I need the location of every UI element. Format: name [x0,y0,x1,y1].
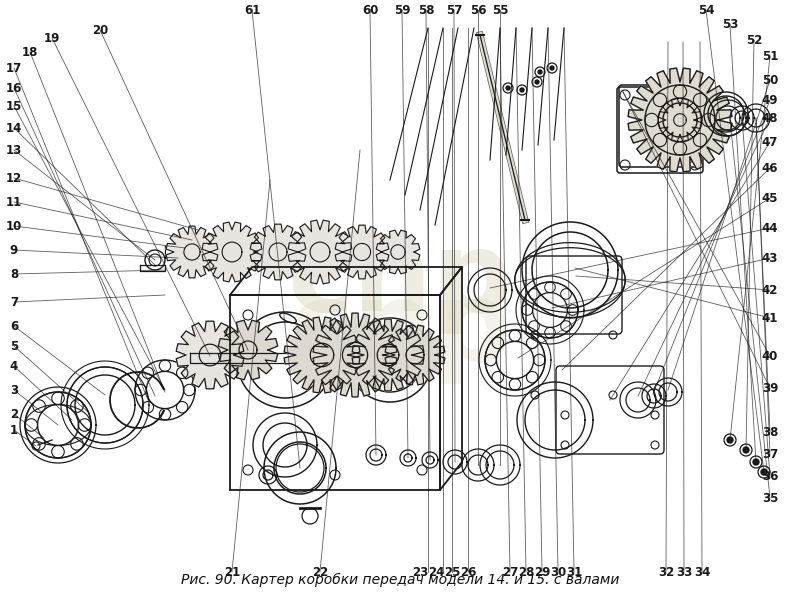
Text: 8: 8 [10,267,18,280]
Text: 39: 39 [762,382,778,395]
Polygon shape [202,222,262,282]
Text: 37: 37 [762,447,778,460]
Polygon shape [628,68,732,172]
Polygon shape [352,319,424,391]
Text: 27: 27 [502,566,518,578]
Text: 38: 38 [762,426,778,438]
Polygon shape [176,321,244,389]
Text: 4: 4 [10,359,18,373]
Text: 15: 15 [6,99,22,112]
Text: 29: 29 [534,566,550,578]
Text: 53: 53 [722,17,738,30]
Text: 44: 44 [762,221,778,234]
Polygon shape [335,225,389,279]
Text: 48: 48 [762,111,778,124]
Text: 33: 33 [676,566,692,578]
Text: 59: 59 [394,4,410,17]
Circle shape [761,469,767,475]
Text: 13: 13 [6,144,22,157]
Polygon shape [218,321,278,380]
Polygon shape [288,220,352,284]
Polygon shape [250,224,306,280]
Polygon shape [166,226,218,278]
Circle shape [506,86,510,90]
Polygon shape [313,313,397,397]
Text: 35: 35 [762,492,778,505]
Text: 2: 2 [10,407,18,420]
Text: 20: 20 [92,23,108,36]
Text: 31: 31 [566,566,582,578]
Text: 58: 58 [418,4,434,17]
Circle shape [753,459,759,465]
Text: 41: 41 [762,312,778,325]
Text: 34: 34 [694,566,710,578]
Polygon shape [385,325,445,385]
Text: 50: 50 [762,74,778,87]
Text: 51: 51 [762,50,778,63]
Text: 43: 43 [762,252,778,264]
Text: 16: 16 [6,81,22,94]
Text: 45: 45 [762,191,778,205]
Text: 56: 56 [470,4,486,17]
Text: 57: 57 [446,4,462,17]
Text: 47: 47 [762,136,778,148]
Text: 26: 26 [460,566,476,578]
Circle shape [535,80,539,84]
Text: 28: 28 [518,566,534,578]
Text: 10: 10 [6,219,22,233]
Circle shape [727,437,733,443]
Text: 9: 9 [10,243,18,257]
Text: 46: 46 [762,161,778,175]
Text: 30: 30 [550,566,566,578]
Text: 7: 7 [10,295,18,309]
Text: 55: 55 [492,4,508,17]
Circle shape [550,66,554,70]
Text: 49: 49 [762,93,778,106]
Text: 21: 21 [224,566,240,578]
Text: 42: 42 [762,283,778,297]
Polygon shape [376,230,420,274]
Text: 25: 25 [444,566,460,578]
Text: 22: 22 [312,566,328,578]
Text: 11: 11 [6,196,22,209]
Text: 32: 32 [658,566,674,578]
Polygon shape [284,317,360,393]
Text: 18: 18 [22,45,38,59]
Text: cnp: cnp [288,276,512,383]
Text: 23: 23 [412,566,428,578]
Text: cnp: cnp [288,227,512,334]
Text: 17: 17 [6,62,22,75]
Text: 19: 19 [44,32,60,44]
Text: 36: 36 [762,469,778,483]
Text: 3: 3 [10,383,18,396]
Text: 61: 61 [244,4,260,17]
Text: 5: 5 [10,340,18,352]
Text: 40: 40 [762,349,778,362]
Text: 6: 6 [10,319,18,332]
Text: Рис. 90. Картер коробки передач модели 14. и 15. с валами: Рис. 90. Картер коробки передач модели 1… [181,573,619,587]
Text: 14: 14 [6,121,22,135]
Text: 1: 1 [10,423,18,437]
Text: 12: 12 [6,172,22,185]
Text: 60: 60 [362,4,378,17]
Circle shape [538,70,542,74]
Text: 54: 54 [698,4,714,17]
Circle shape [743,447,749,453]
Text: 24: 24 [428,566,444,578]
Circle shape [520,88,524,92]
Text: 52: 52 [746,33,762,47]
